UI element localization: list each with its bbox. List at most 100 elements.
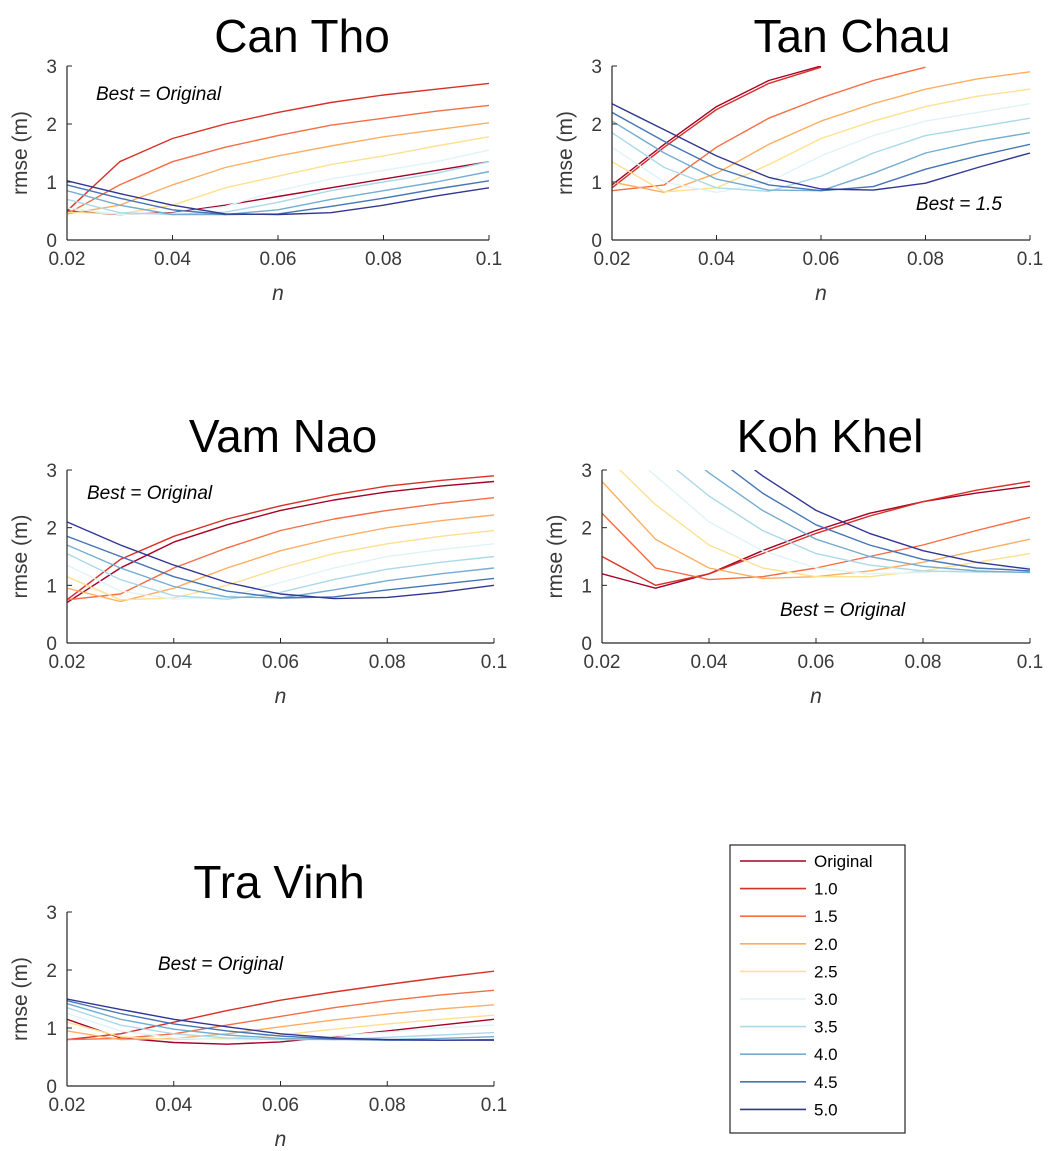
- x-tick-label: 0.02: [584, 652, 621, 673]
- series-line-1: [67, 970, 494, 1041]
- series-line-3: [67, 1004, 494, 1041]
- series-line-2: [612, 66, 926, 192]
- legend-entry: 3.5: [740, 1018, 838, 1037]
- legend-entry: 4.5: [740, 1073, 838, 1092]
- series-line-5: [647, 470, 1030, 575]
- panel-3: Koh Khel 0.02 0.04 0.06 0.08 0.1 0 1 2 3 n rmse (m)…: [544, 410, 1043, 708]
- series-line-7: [704, 470, 1030, 574]
- panel-title: Tan Chau: [754, 10, 951, 62]
- y-tick-label: 0: [591, 231, 602, 252]
- x-tick-label: 0.08: [905, 652, 942, 673]
- legend-label: 5.0: [814, 1100, 838, 1119]
- series-line-4: [618, 470, 1030, 578]
- y-tick-label: 1: [46, 576, 57, 597]
- best-equals: =: [954, 194, 976, 215]
- x-axis-label: n: [275, 685, 287, 708]
- x-tick-label: 0.1: [481, 1095, 507, 1116]
- series-line-2: [67, 104, 489, 215]
- best-annotation: Best = Original: [96, 84, 222, 105]
- series-line-7: [67, 544, 494, 599]
- best-label: Best: [87, 483, 126, 504]
- series-lines: [612, 66, 1030, 194]
- y-tick-label: 2: [46, 961, 57, 982]
- legend-label: Original: [814, 852, 873, 871]
- panel-title: Vam Nao: [189, 410, 377, 462]
- series-line-0: [67, 480, 494, 604]
- series-lines: [67, 970, 494, 1045]
- series-lines: [67, 82, 489, 216]
- legend-label: 3.0: [814, 990, 838, 1009]
- series-line-9: [612, 103, 1030, 191]
- x-tick-label: 0.04: [691, 652, 728, 673]
- y-tick-label: 1: [46, 1019, 57, 1040]
- y-tick-label: 3: [46, 57, 57, 78]
- best-label: Best: [158, 954, 197, 975]
- best-value: Original: [218, 954, 284, 975]
- x-tick-label: 0.04: [155, 1095, 192, 1116]
- y-tick-label: 1: [46, 173, 57, 194]
- series-line-4: [612, 88, 1030, 193]
- y-tick-label: 0: [46, 634, 57, 655]
- series-line-1: [67, 82, 489, 212]
- x-tick-label: 0.06: [798, 652, 835, 673]
- x-axis-label: n: [810, 685, 822, 708]
- best-annotation: Best = Original: [780, 600, 906, 621]
- panel-0: Can Tho 0.02 0.04 0.06 0.08 0.1 0 1 2 3 n rmse (m) B…: [9, 10, 502, 305]
- series-line-9: [67, 180, 489, 216]
- legend-box: [729, 844, 906, 1134]
- x-axis-label: n: [275, 1128, 287, 1151]
- x-tick-label: 0.06: [260, 249, 297, 270]
- x-tick-label: 0.06: [803, 249, 840, 270]
- legend-label: 4.0: [814, 1045, 838, 1064]
- legend-entry: 1.5: [740, 907, 838, 926]
- panel-title: Can Tho: [214, 10, 390, 62]
- best-annotation: Best = Original: [87, 483, 213, 504]
- y-tick-label: 3: [46, 903, 57, 924]
- x-tick-label: 0.08: [907, 249, 944, 270]
- best-annotation: Best = 1.5: [916, 194, 1003, 215]
- y-tick-label: 3: [46, 461, 57, 482]
- series-line-7: [67, 170, 489, 216]
- legend-label: 2.5: [814, 962, 838, 981]
- series-line-5: [67, 149, 489, 216]
- y-tick-label: 3: [581, 461, 592, 482]
- legend-entry: 1.0: [740, 880, 838, 899]
- x-tick-label: 0.02: [49, 1095, 86, 1116]
- series-line-8: [67, 535, 494, 599]
- legend-entry: 4.0: [740, 1045, 838, 1064]
- x-tick-label: 0.1: [476, 249, 502, 270]
- x-tick-label: 0.04: [155, 652, 192, 673]
- x-tick-label: 0.02: [594, 249, 631, 270]
- best-equals: =: [196, 954, 218, 975]
- y-tick-label: 3: [591, 57, 602, 78]
- best-label: Best: [96, 84, 135, 105]
- x-tick-label: 0.08: [369, 652, 406, 673]
- panel-1: Tan Chau 0.02 0.04 0.06 0.08 0.1 0 1 2 3 n rmse (m)…: [554, 10, 1043, 305]
- y-axis-label: rmse (m): [9, 957, 32, 1041]
- x-tick-label: 0.1: [1017, 652, 1043, 673]
- y-tick-label: 0: [46, 1077, 57, 1098]
- best-equals: =: [818, 600, 840, 621]
- best-label: Best: [780, 600, 819, 621]
- series-line-8: [612, 111, 1030, 192]
- series-lines: [67, 475, 494, 604]
- y-tick-label: 2: [46, 519, 57, 540]
- series-line-6: [67, 161, 489, 216]
- x-axis-label: n: [815, 282, 827, 305]
- x-tick-label: 0.1: [1017, 249, 1043, 270]
- series-line-7: [67, 1002, 494, 1041]
- series-line-3: [67, 514, 494, 603]
- legend-label: 1.0: [814, 880, 838, 899]
- series-line-6: [675, 470, 1030, 573]
- x-tick-label: 0.08: [369, 1095, 406, 1116]
- y-tick-label: 2: [581, 519, 592, 540]
- y-tick-label: 1: [581, 576, 592, 597]
- series-line-6: [612, 117, 1030, 193]
- x-tick-label: 0.02: [49, 652, 86, 673]
- y-axis-label: rmse (m): [9, 111, 32, 195]
- series-line-6: [67, 552, 494, 600]
- legend-label: 2.0: [814, 935, 838, 954]
- best-equals: =: [125, 483, 147, 504]
- series-line-4: [67, 136, 489, 215]
